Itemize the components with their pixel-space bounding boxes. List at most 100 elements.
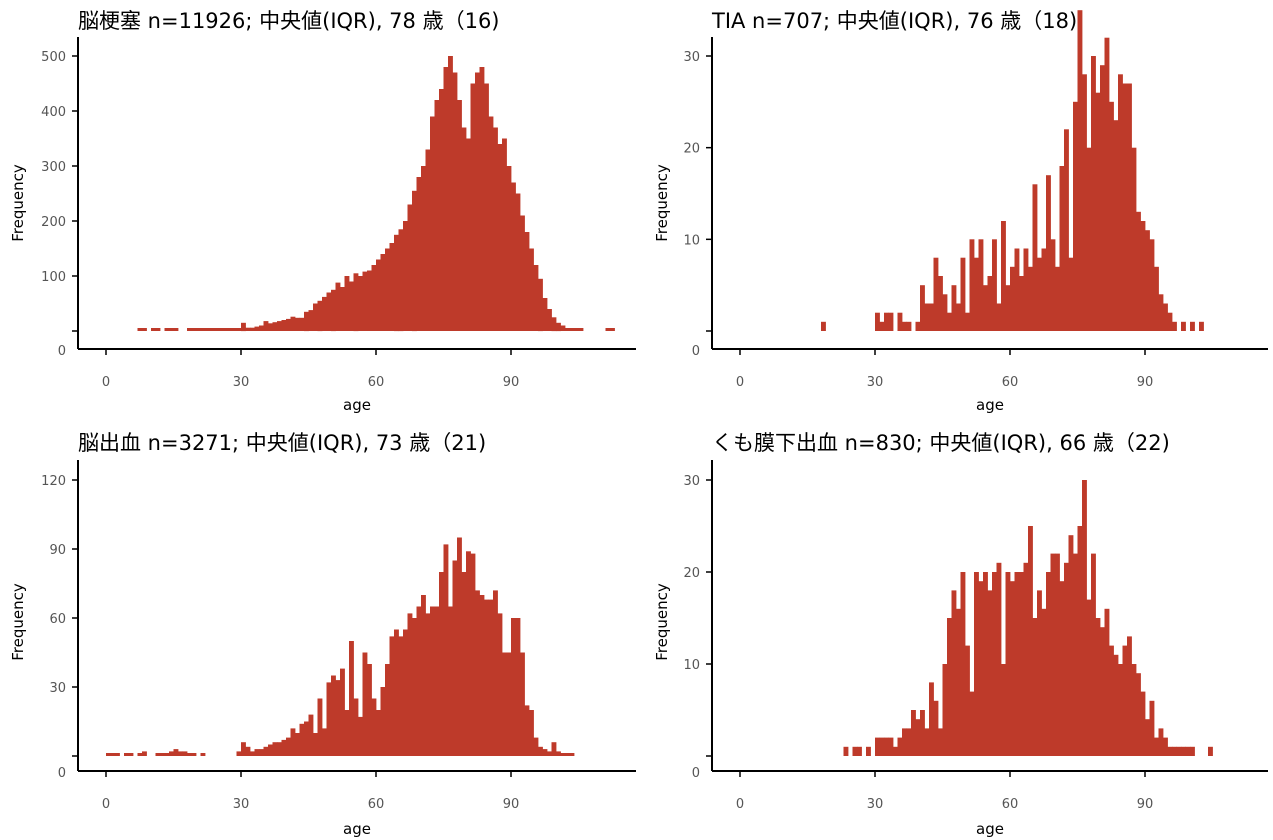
histogram-bar [448, 606, 453, 756]
histogram-bar [884, 312, 889, 331]
histogram-bar [1064, 129, 1069, 331]
x-tick-label: 0 [102, 375, 110, 390]
histogram-bar [290, 728, 296, 756]
histogram-bar [367, 664, 372, 756]
histogram-bar [1068, 257, 1074, 331]
histogram-bar [1127, 83, 1132, 331]
histogram-bar [538, 746, 543, 756]
histogram-bar [879, 321, 885, 331]
panel-subarachnoid-hemorrhage: くも膜下出血 n=830; 中央値(IQR), 66 歳（22) Frequen… [653, 431, 1268, 838]
histogram-bar [1010, 581, 1015, 756]
histogram-bar [1154, 266, 1159, 331]
histogram-bar [416, 606, 422, 756]
histogram-bar [457, 537, 462, 756]
histogram-bar [1014, 572, 1020, 756]
y-tick-label: 20 [683, 142, 700, 157]
histogram-bar [173, 328, 179, 331]
histogram-bar [978, 239, 984, 331]
histogram-bar [155, 328, 161, 331]
histogram-bar [551, 742, 557, 756]
histogram-bar [344, 276, 350, 331]
histogram-bar [1055, 553, 1060, 756]
histogram-bar [920, 285, 925, 331]
histogram-bar [1010, 266, 1015, 331]
histogram-bar [565, 753, 570, 756]
histogram-bar [938, 276, 943, 331]
chart-title: くも膜下出血 n=830; 中央値(IQR), 66 歳（22) [712, 431, 1170, 455]
y-tick-label: 300 [41, 160, 66, 175]
histogram-bar [151, 328, 156, 331]
histogram-bar [983, 572, 988, 756]
histogram-bar [1050, 239, 1056, 331]
histogram-bar [349, 641, 354, 756]
histogram-bar [1181, 746, 1186, 756]
histogram-bar [1091, 56, 1096, 331]
histogram-bar [929, 682, 934, 756]
x-tick-label: 0 [736, 797, 744, 812]
x-axis-label: age [343, 820, 371, 838]
histogram-bar [965, 312, 970, 331]
chart-title: TIA n=707; 中央値(IQR), 76 歳（18) [711, 9, 1077, 33]
histogram-bar [272, 742, 278, 756]
histogram-bar [506, 166, 512, 331]
histogram-bar [1001, 221, 1006, 331]
histogram-bar [322, 296, 327, 331]
histogram-bar [1059, 166, 1065, 331]
histogram-bar [425, 149, 431, 331]
histogram-bar [299, 317, 305, 331]
histogram-bar [1046, 175, 1051, 331]
histogram-bar [241, 742, 246, 756]
histogram-bar [115, 753, 120, 756]
x-axis-label: age [343, 396, 371, 414]
histogram-bar [412, 618, 417, 756]
x-tick-label: 60 [368, 797, 385, 812]
histogram-bar [1028, 266, 1033, 331]
histogram-bar [1041, 608, 1047, 756]
histogram-bar [493, 127, 498, 331]
histogram-bar [281, 739, 287, 756]
histogram-bar [1149, 239, 1155, 331]
histogram-bar [556, 322, 561, 332]
histogram-bar [574, 328, 579, 331]
histogram-bar [443, 67, 449, 331]
histogram-bar [1199, 321, 1204, 331]
histogram-bar [897, 737, 903, 756]
histogram-bar [852, 746, 858, 756]
histogram-bar [250, 751, 255, 756]
histogram-bar [542, 749, 548, 756]
histogram-bar [529, 710, 534, 756]
histogram-bar [182, 751, 188, 756]
histogram-bar [1077, 10, 1083, 331]
histogram-bar [942, 664, 948, 756]
histogram-bar [277, 742, 282, 756]
histogram-bar [857, 746, 862, 756]
histogram-bar [254, 326, 260, 331]
x-tick-label: 90 [1137, 797, 1154, 812]
histogram-bar [821, 321, 826, 331]
y-tick-label: 120 [41, 474, 66, 489]
histogram-bar [1190, 746, 1195, 756]
x-tick-label: 60 [1002, 375, 1019, 390]
histogram-bar [457, 100, 462, 331]
histogram-bar [389, 243, 395, 331]
histogram-bar [497, 613, 503, 756]
histogram-bar [227, 328, 233, 331]
histogram-bar [920, 710, 925, 756]
histogram-bar [313, 733, 318, 756]
histogram-bar [434, 100, 440, 331]
histogram-bar [488, 599, 494, 756]
histogram-bar [1104, 608, 1110, 756]
y-tick-label: 30 [49, 681, 66, 696]
histogram-bar [893, 746, 898, 756]
x-axis-label: age [976, 820, 1004, 838]
histogram-bar [1032, 184, 1038, 331]
histogram-bar [205, 328, 210, 331]
x-tick-label: 30 [867, 797, 884, 812]
histogram-bar [924, 728, 930, 756]
x-tick-label: 90 [1137, 375, 1154, 390]
histogram-bar [974, 257, 979, 331]
histogram-bar [268, 744, 273, 756]
histogram-bar [515, 193, 521, 331]
histogram-bar [1019, 276, 1024, 331]
histogram-bar [1131, 147, 1137, 331]
